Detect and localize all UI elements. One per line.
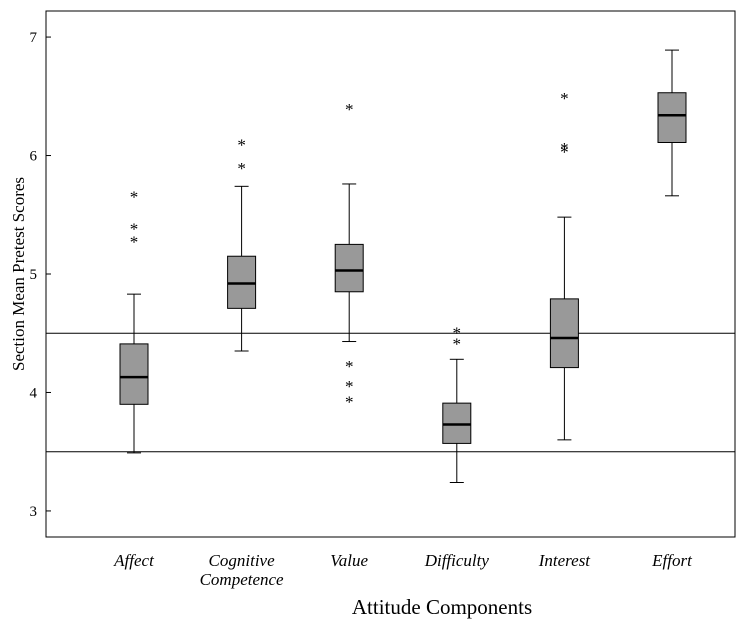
x-category-label-5: Effort: [651, 551, 693, 570]
box-series: **************: [119, 49, 687, 484]
outlier-marker-2: *: [560, 89, 569, 108]
outlier-marker-0: *: [130, 232, 139, 251]
outlier-marker-2: *: [345, 357, 354, 376]
x-category-label-line: Affect: [113, 551, 155, 570]
box-group-2: ****: [334, 100, 364, 411]
box-group-3: **: [442, 324, 472, 484]
y-tick-label-5: 5: [30, 267, 38, 283]
outlier-marker-1: *: [237, 135, 246, 154]
box-group-4: ***: [549, 89, 579, 441]
y-tick-label-4: 4: [30, 385, 38, 401]
y-tick-label-7: 7: [30, 30, 38, 46]
x-axis-categories: Affect Cognitive Competence Value Difficulty…: [113, 551, 693, 589]
x-category-label-1: Cognitive Competence: [200, 551, 284, 589]
x-category-label-0: Affect: [113, 551, 155, 570]
outlier-marker-3: *: [345, 100, 354, 119]
plot-frame: [45, 10, 736, 538]
outlier-marker-0: *: [453, 334, 462, 353]
outlier-marker-0: *: [237, 159, 246, 178]
x-category-label-line: Competence: [200, 570, 284, 589]
outlier-marker-1: *: [345, 377, 354, 396]
y-tick-label-6: 6: [30, 149, 38, 165]
x-category-label-3: Difficulty: [424, 551, 490, 570]
x-category-label-line: Effort: [651, 551, 693, 570]
x-category-label-line: Difficulty: [424, 551, 490, 570]
y-axis-title: Section Mean Pretest Scores: [9, 177, 28, 371]
y-axis: 3 4 5 6 7: [30, 30, 51, 520]
iqr-box: [119, 343, 149, 405]
reference-lines: [46, 332, 735, 453]
x-category-label-line: Value: [330, 551, 368, 570]
x-axis-title: Attitude Components: [352, 595, 532, 619]
outlier-marker-0: *: [560, 142, 569, 161]
iqr-box: [657, 92, 687, 143]
outlier-marker-2: *: [130, 187, 139, 206]
box-group-0: ***: [119, 187, 149, 454]
outlier-marker-1: *: [453, 324, 462, 343]
iqr-box: [334, 243, 364, 293]
x-category-label-line: Cognitive: [209, 551, 276, 570]
y-tick-label-3: 3: [30, 504, 38, 520]
box-group-5: [657, 49, 687, 197]
x-category-label-4: Interest: [538, 551, 592, 570]
iqr-box: [549, 298, 579, 369]
outlier-marker-0: *: [345, 392, 354, 411]
x-category-label-2: Value: [330, 551, 368, 570]
box-group-1: **: [227, 135, 257, 352]
outlier-marker-1: *: [560, 139, 569, 158]
x-category-label-line: Interest: [538, 551, 592, 570]
outlier-marker-1: *: [130, 219, 139, 238]
